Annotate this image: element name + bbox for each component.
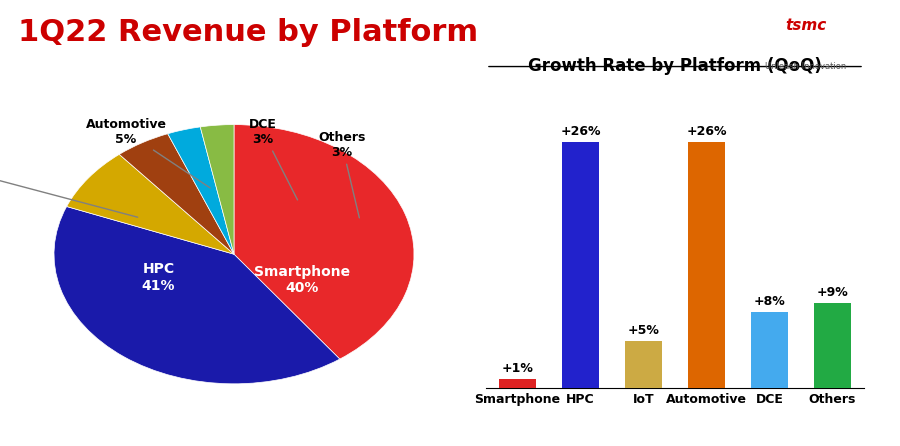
Text: Smartphone
40%: Smartphone 40% [255,265,350,295]
Wedge shape [167,127,234,254]
Text: Unleash Innovation: Unleash Innovation [765,62,846,71]
Text: +26%: +26% [686,125,727,138]
Wedge shape [120,134,234,254]
Text: tsmc: tsmc [785,18,826,33]
Text: Others
3%: Others 3% [319,131,365,218]
Wedge shape [234,124,414,359]
Wedge shape [67,154,234,254]
Wedge shape [201,124,234,254]
Text: DCE
3%: DCE 3% [249,118,298,200]
Bar [499,379,536,388]
Text: +9%: +9% [816,286,849,299]
Text: +8%: +8% [753,295,786,309]
Text: +26%: +26% [560,125,601,138]
Bar [814,303,851,388]
Text: IoT
8%: IoT 8% [0,152,138,217]
Title: Growth Rate by Platform (QoQ): Growth Rate by Platform (QoQ) [528,57,822,75]
Text: 1Q22 Revenue by Platform: 1Q22 Revenue by Platform [18,18,478,47]
Wedge shape [54,206,340,384]
Text: Automotive
5%: Automotive 5% [86,118,210,188]
Text: +1%: +1% [501,362,534,375]
Text: +5%: +5% [627,324,660,337]
Bar [562,141,599,388]
Bar [625,341,662,388]
Bar [688,141,725,388]
Text: HPC
41%: HPC 41% [141,262,176,293]
Bar [751,312,788,388]
